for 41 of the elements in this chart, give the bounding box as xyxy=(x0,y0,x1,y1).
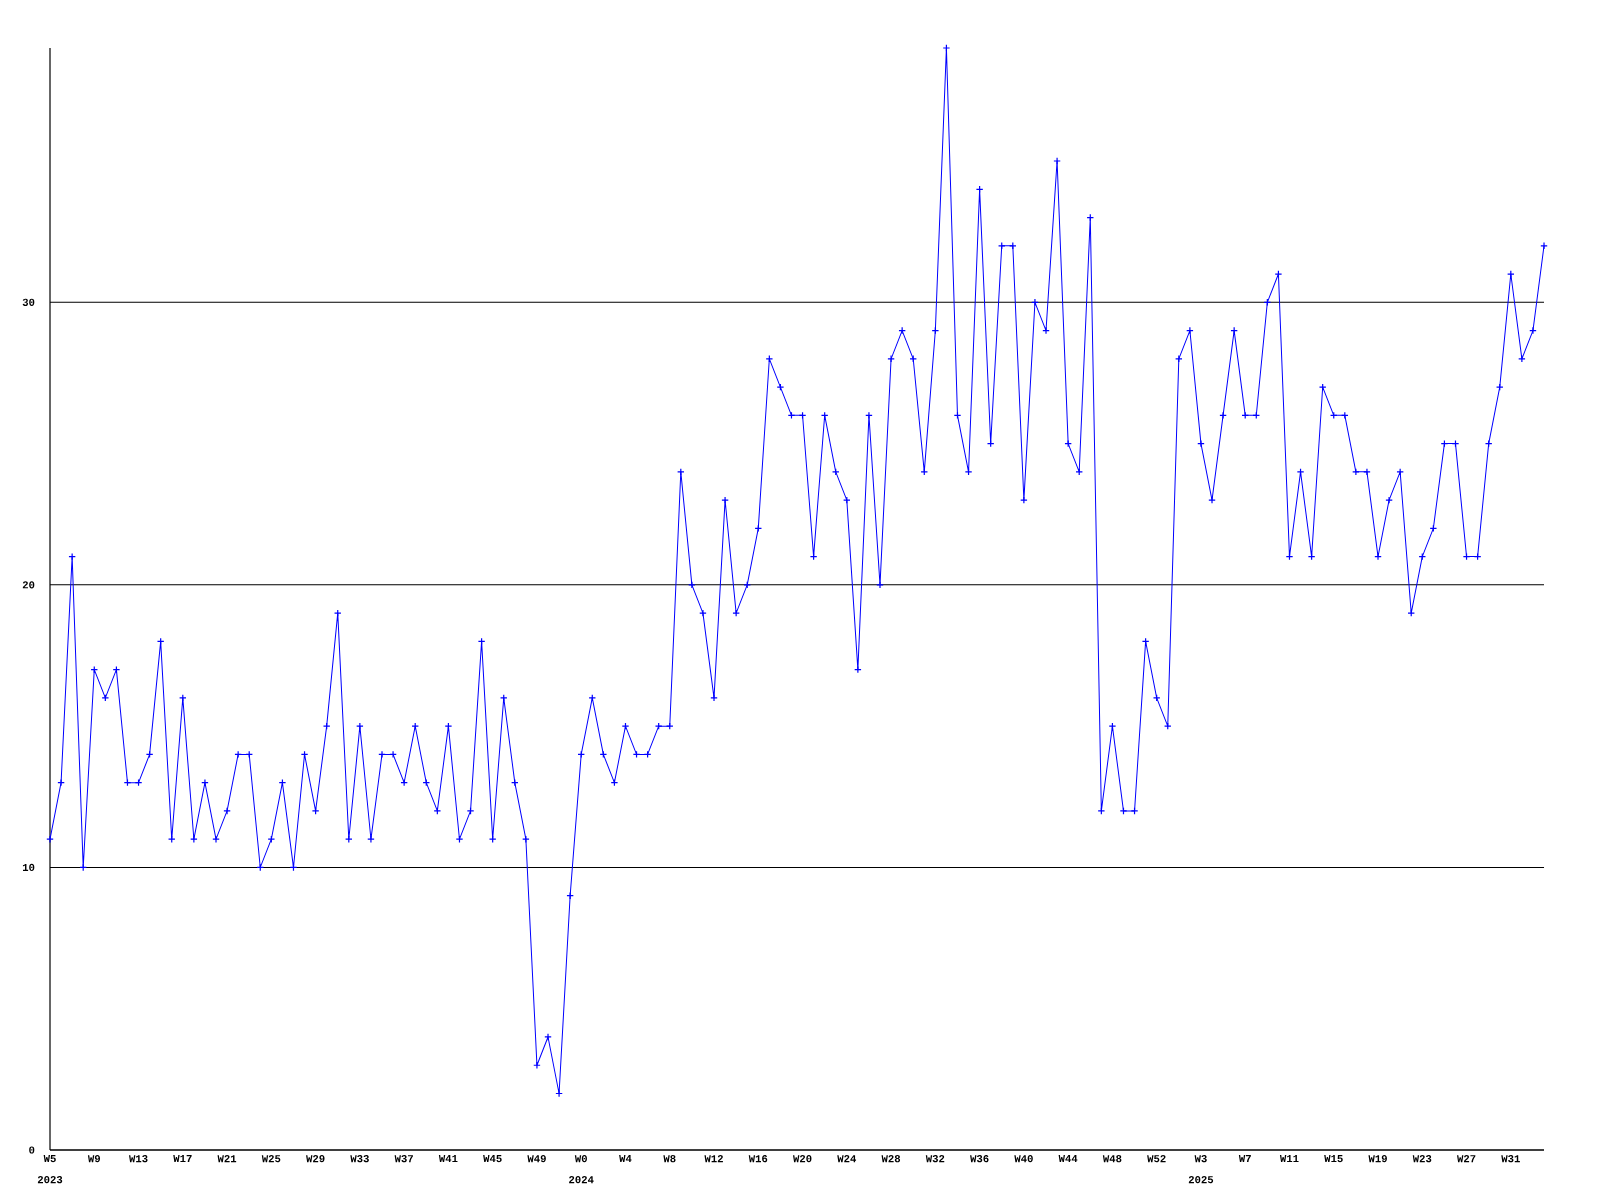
x-tick-label: W28 xyxy=(881,1155,901,1163)
text: 2023 xyxy=(37,1176,63,1184)
y-tick-label: 30 xyxy=(22,298,35,306)
x-tick-label: W37 xyxy=(394,1155,413,1163)
x-tick-label: W9 xyxy=(87,1155,101,1163)
x-tick-label: W24 xyxy=(837,1155,857,1163)
x-tick-label: W48 xyxy=(1102,1155,1122,1163)
x-tick-label: W4 xyxy=(619,1155,632,1163)
y-tick-label: 0 xyxy=(29,1146,35,1154)
x-tick-label: W13 xyxy=(129,1155,148,1163)
text: 2025 xyxy=(1188,1176,1214,1184)
x-tick-label: W49 xyxy=(527,1155,546,1163)
x-tick-label: W41 xyxy=(438,1155,458,1163)
x-tick-label: W25 xyxy=(261,1155,281,1163)
x-tick-label: W44 xyxy=(1058,1155,1078,1163)
x-tick-label: W23 xyxy=(1412,1155,1432,1163)
x-tick-label: W33 xyxy=(350,1155,369,1163)
x-tick-label: W31 xyxy=(1501,1155,1520,1163)
x-tick-label: W19 xyxy=(1368,1155,1387,1163)
text: 2024 xyxy=(569,1176,594,1184)
y-tick-label: 20 xyxy=(22,581,35,589)
x-tick-label: W36 xyxy=(970,1155,989,1163)
x-tick-label: W32 xyxy=(925,1155,945,1163)
x-tick-label: W21 xyxy=(217,1155,237,1163)
x-tick-label: W27 xyxy=(1457,1155,1476,1163)
x-tick-label: W0 xyxy=(574,1155,587,1163)
x-tick-label: W15 xyxy=(1324,1155,1343,1163)
x-tick-label: W7 xyxy=(1238,1155,1251,1163)
x-tick-label: W5 xyxy=(43,1155,56,1163)
x-tick-label: W45 xyxy=(483,1155,502,1163)
x-tick-label: W16 xyxy=(748,1155,768,1163)
x-tick-label: W8 xyxy=(663,1155,676,1163)
x-tick-label: W3 xyxy=(1194,1155,1207,1163)
x-tick-label: W20 xyxy=(793,1155,812,1163)
x-tick-label: W17 xyxy=(173,1155,192,1163)
x-tick-label: W12 xyxy=(704,1155,723,1163)
x-tick-label: W11 xyxy=(1279,1155,1299,1163)
y-tick-label: 10 xyxy=(22,863,35,872)
x-tick-label: W52 xyxy=(1147,1155,1166,1163)
x-tick-label: W29 xyxy=(306,1155,325,1163)
x-tick-label: W40 xyxy=(1014,1155,1033,1163)
